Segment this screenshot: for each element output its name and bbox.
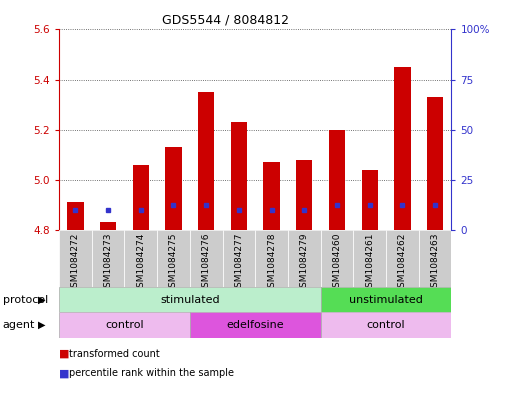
Text: GSM1084262: GSM1084262 (398, 233, 407, 293)
Text: GSM1084276: GSM1084276 (202, 233, 211, 293)
Text: GSM1084275: GSM1084275 (169, 233, 178, 293)
FancyBboxPatch shape (190, 312, 321, 338)
Bar (132, 165, 149, 230)
FancyBboxPatch shape (190, 230, 223, 287)
Text: GSM1084263: GSM1084263 (430, 233, 440, 293)
Text: GSM1084272: GSM1084272 (71, 233, 80, 293)
FancyBboxPatch shape (288, 230, 321, 287)
Bar (329, 130, 345, 230)
Text: percentile rank within the sample: percentile rank within the sample (69, 368, 234, 378)
FancyBboxPatch shape (223, 230, 255, 287)
FancyBboxPatch shape (59, 287, 321, 312)
Bar (165, 147, 182, 230)
Bar (362, 170, 378, 230)
Text: agent: agent (3, 320, 35, 330)
FancyBboxPatch shape (124, 230, 157, 287)
Text: protocol: protocol (3, 295, 48, 305)
Text: control: control (105, 320, 144, 330)
Text: unstimulated: unstimulated (349, 295, 423, 305)
Bar (198, 92, 214, 230)
Text: GSM1084260: GSM1084260 (332, 233, 342, 293)
Bar (427, 97, 443, 230)
Bar (394, 67, 410, 230)
Text: ▶: ▶ (38, 295, 46, 305)
Text: GSM1084279: GSM1084279 (300, 233, 309, 293)
Text: ■: ■ (59, 368, 69, 378)
Bar (263, 162, 280, 230)
FancyBboxPatch shape (321, 230, 353, 287)
FancyBboxPatch shape (353, 230, 386, 287)
Text: GSM1084278: GSM1084278 (267, 233, 276, 293)
Text: ■: ■ (59, 349, 69, 359)
Text: transformed count: transformed count (69, 349, 160, 359)
Text: GSM1084274: GSM1084274 (136, 233, 145, 293)
Bar (231, 122, 247, 230)
FancyBboxPatch shape (255, 230, 288, 287)
FancyBboxPatch shape (321, 312, 451, 338)
Text: GSM1084273: GSM1084273 (104, 233, 112, 293)
Text: control: control (367, 320, 405, 330)
FancyBboxPatch shape (419, 230, 451, 287)
Text: ▶: ▶ (38, 320, 46, 330)
FancyBboxPatch shape (59, 312, 190, 338)
Text: GSM1084277: GSM1084277 (234, 233, 243, 293)
FancyBboxPatch shape (92, 230, 124, 287)
FancyBboxPatch shape (321, 287, 451, 312)
FancyBboxPatch shape (157, 230, 190, 287)
Bar (100, 222, 116, 230)
FancyBboxPatch shape (386, 230, 419, 287)
FancyBboxPatch shape (59, 230, 92, 287)
Text: edelfosine: edelfosine (226, 320, 284, 330)
Text: GDS5544 / 8084812: GDS5544 / 8084812 (162, 14, 289, 27)
Text: GSM1084261: GSM1084261 (365, 233, 374, 293)
Bar (296, 160, 312, 230)
Bar (67, 202, 84, 230)
Text: stimulated: stimulated (160, 295, 220, 305)
